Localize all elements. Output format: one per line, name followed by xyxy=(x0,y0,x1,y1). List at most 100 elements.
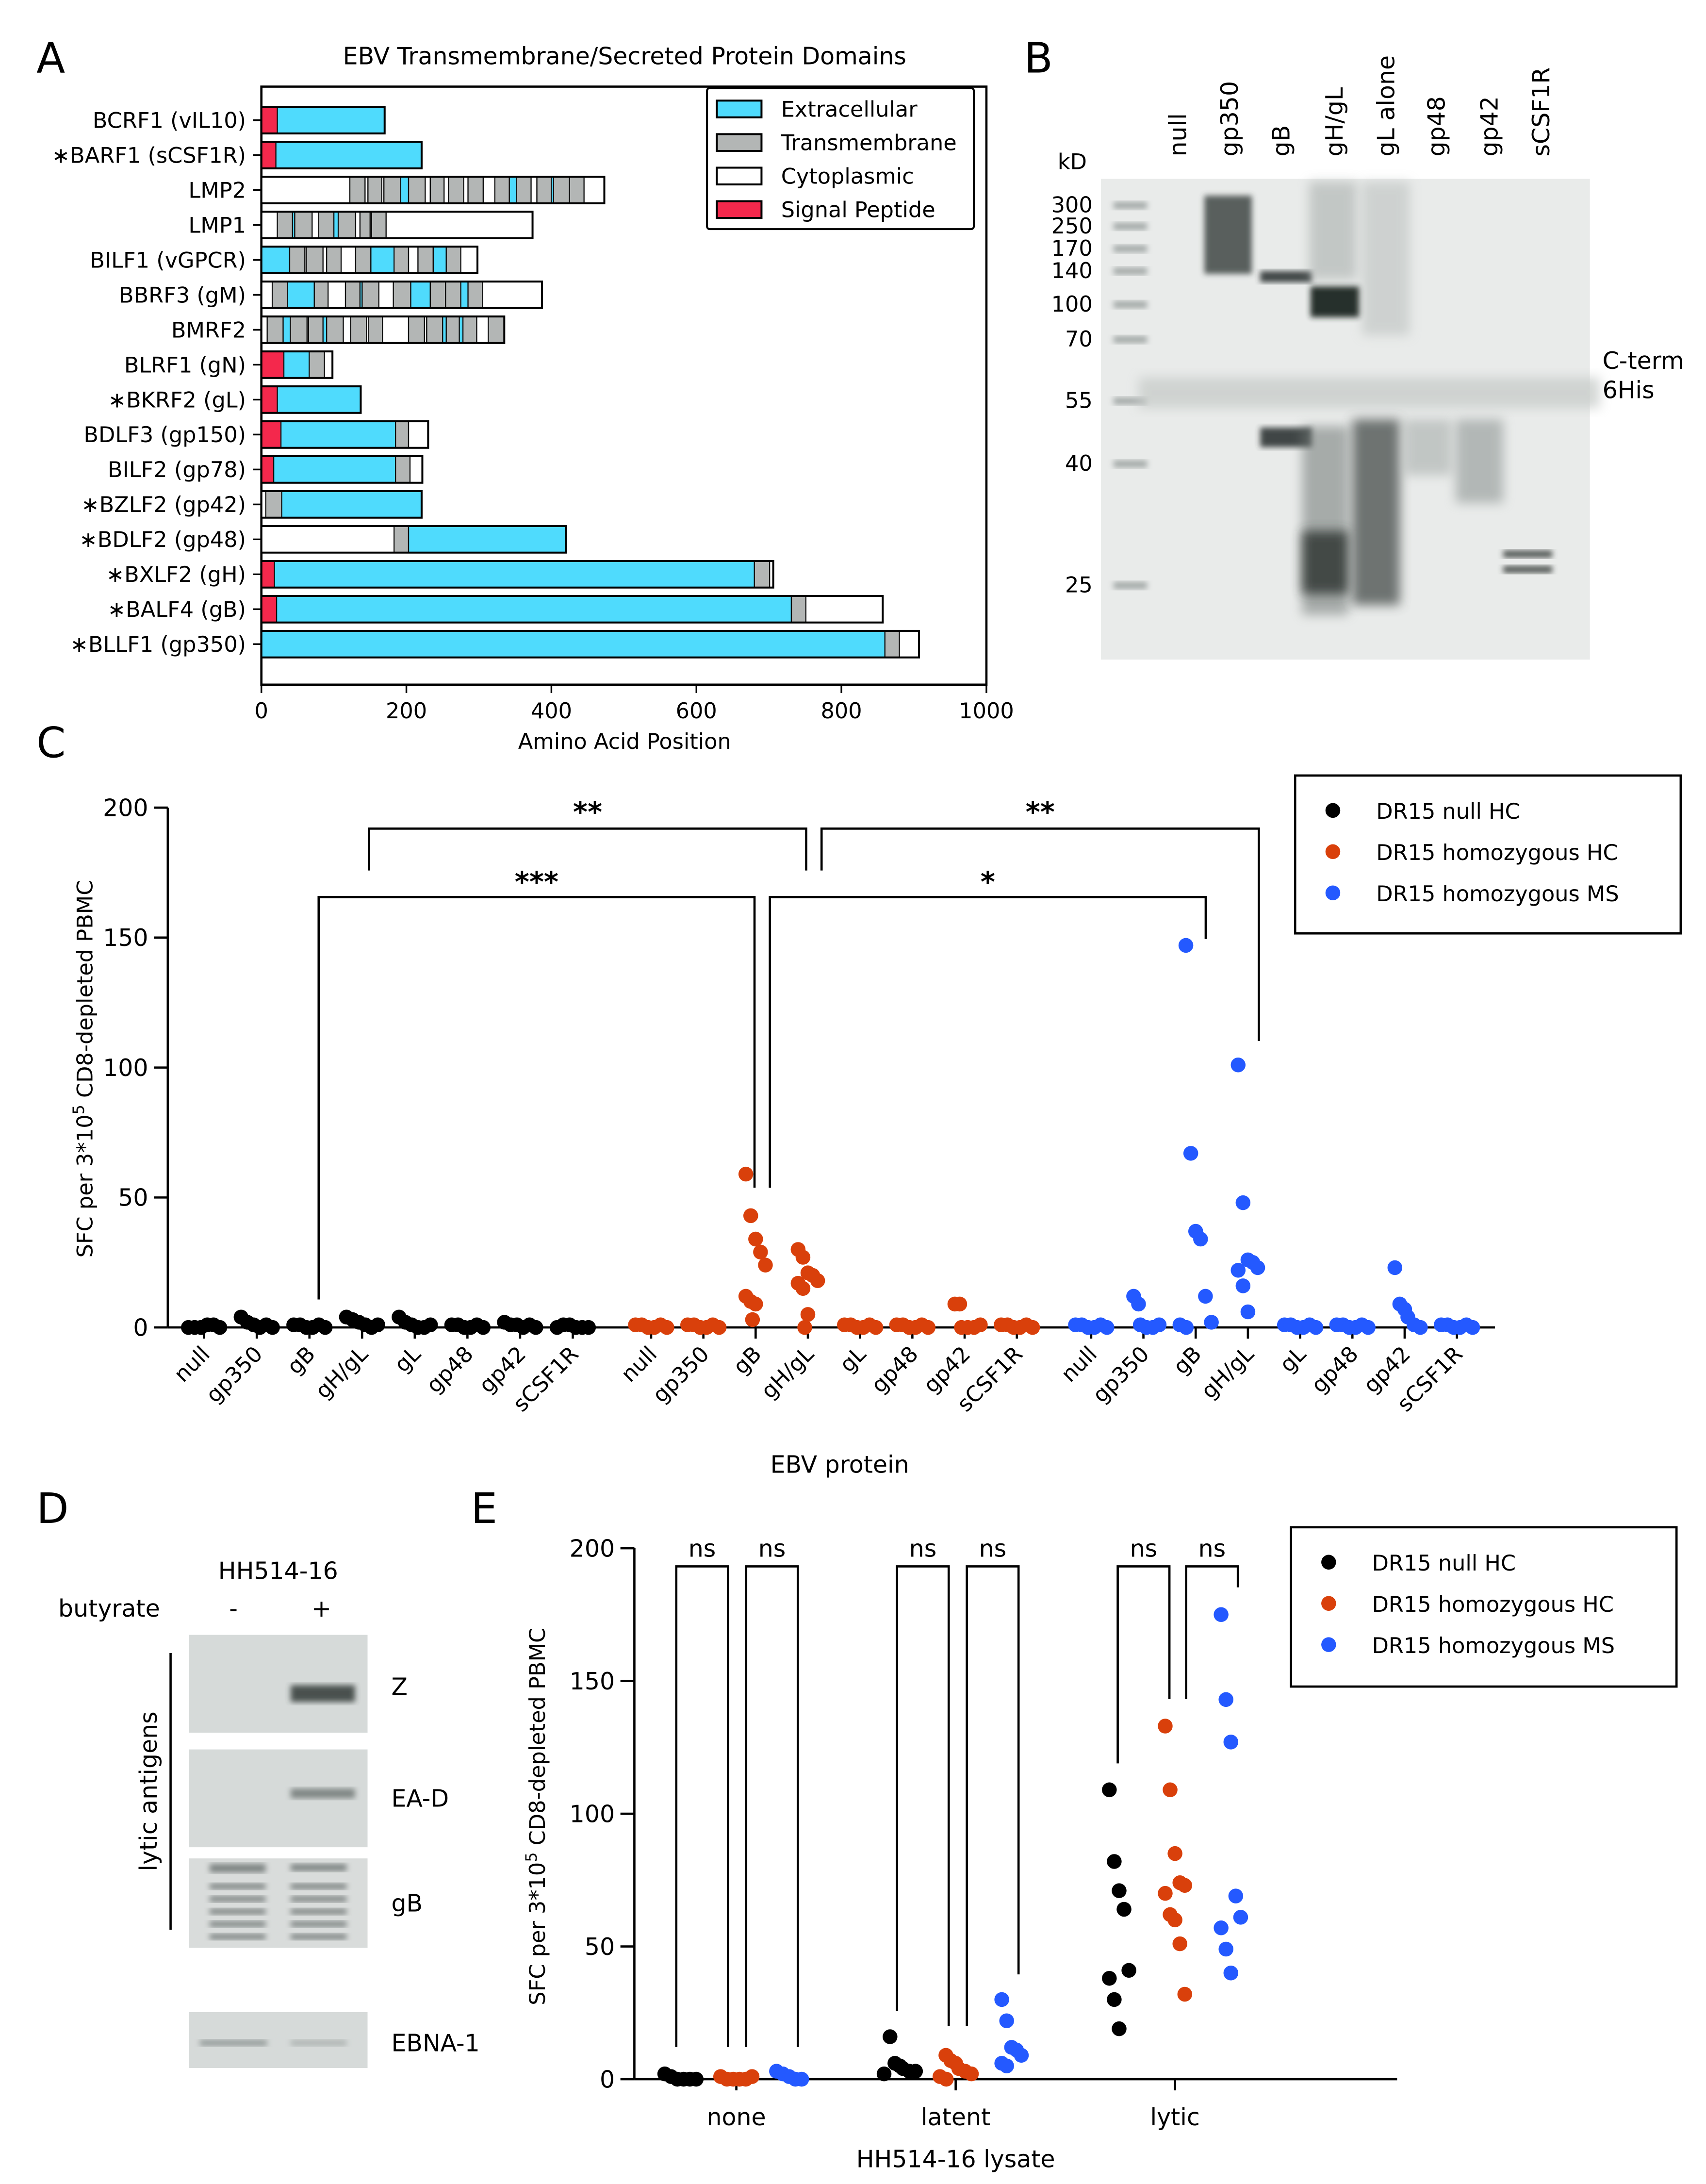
y-tick-label: 0 xyxy=(133,1314,148,1341)
axes: 0 50 100 150 200 none latent lytic xyxy=(570,1535,1397,2131)
legend-entries: Extracellular Transmembrane Cytoplasmic Sig… xyxy=(716,97,957,223)
protein-band xyxy=(291,1896,347,1902)
transmembrane-segment xyxy=(569,176,585,204)
protein-band xyxy=(1362,182,1410,335)
cytoplasmic-segment xyxy=(460,246,478,274)
significance-label: ** xyxy=(1026,796,1055,828)
data-point xyxy=(938,2071,954,2087)
data-point xyxy=(1102,1970,1117,1986)
x-axis-label: Amino Acid Position xyxy=(518,729,731,754)
kd-marker-label: 55 xyxy=(1065,388,1093,414)
transmembrane-segment xyxy=(294,211,313,239)
y-tick-label: 150 xyxy=(103,924,148,952)
data-point xyxy=(1361,1320,1376,1335)
transmembrane-segment xyxy=(367,176,382,204)
legend: DR15 null HC DR15 homozygous HC DR15 homoz… xyxy=(1290,1526,1678,1688)
x-tick-label: gp350 xyxy=(648,1341,714,1408)
protein-label: BILF1 (vGPCR) xyxy=(90,248,246,273)
protein-label: BCRF1 (vIL10) xyxy=(93,108,246,133)
y-label-main: SFC per 3*10 xyxy=(72,1114,98,1257)
protein-band xyxy=(210,1864,266,1872)
legend-marker xyxy=(1325,844,1341,860)
protein-row: ∗BALF4 (gB) xyxy=(108,595,884,624)
significance-label: ns xyxy=(758,1535,786,1562)
protein-bar-outline xyxy=(260,106,386,134)
blot-background xyxy=(188,1635,368,1733)
cytoplasmic-segment xyxy=(530,176,538,204)
chart-title: EBV Transmembrane/Secreted Protein Domai… xyxy=(343,42,906,70)
transmembrane-segment xyxy=(306,246,324,274)
legend-label: Extracellular xyxy=(781,97,918,122)
protein-band xyxy=(291,1864,347,1871)
transmembrane-swatch xyxy=(716,133,763,152)
data-point xyxy=(1178,938,1194,953)
x-tick-label: gB xyxy=(728,1341,766,1379)
transmembrane-segment xyxy=(326,315,344,344)
data-point xyxy=(1240,1304,1256,1320)
transmembrane-segment xyxy=(371,211,387,239)
data-point xyxy=(810,1273,825,1288)
data-points xyxy=(657,1607,1248,2087)
domain-bars: BCRF1 (vIL10) ∗BARF1 (sCSF1R) LMP2 LMP1 BILF… xyxy=(52,106,920,659)
transmembrane-segment xyxy=(467,176,484,204)
y-label-exponent: 5 xyxy=(70,1105,88,1114)
y-tick-label: 100 xyxy=(570,1800,615,1828)
significance-bracket xyxy=(896,1565,950,2026)
data-point xyxy=(1099,1320,1115,1335)
data-point xyxy=(370,1317,385,1333)
data-point xyxy=(1014,2048,1029,2063)
extracellular-segment xyxy=(261,246,291,274)
kd-marker-label: 25 xyxy=(1065,573,1093,598)
transmembrane-segment xyxy=(467,281,483,309)
significance-bracket xyxy=(1116,1565,1171,1764)
protein-band xyxy=(200,2040,267,2046)
legend-box xyxy=(1294,774,1682,935)
protein-band xyxy=(291,1934,347,1940)
significance-label: *** xyxy=(515,866,558,898)
data-point xyxy=(745,1312,760,1327)
transmembrane-segment xyxy=(408,176,426,204)
x-axis-label: HH514-16 lysate xyxy=(856,2145,1055,2173)
data-point xyxy=(1233,1910,1248,1925)
protein-label: ∗BARF1 (sCSF1R) xyxy=(52,143,246,168)
legend-marker xyxy=(1325,885,1341,900)
x-tick-label: gL xyxy=(1275,1341,1311,1377)
ladder-band xyxy=(1113,202,1148,209)
cytoplasmic-segment xyxy=(408,246,419,274)
data-point xyxy=(1218,1941,1233,1957)
protein-band xyxy=(1352,419,1400,605)
significance-bracket xyxy=(317,896,756,1300)
transmembrane-segment xyxy=(429,281,446,309)
transmembrane-segment xyxy=(394,420,410,448)
data-point xyxy=(317,1320,333,1335)
data-point xyxy=(743,1208,758,1224)
panel-label-e: E xyxy=(471,1485,498,1533)
transmembrane-segment xyxy=(445,281,461,309)
protein-label: BBRF3 (gM) xyxy=(119,282,246,308)
data-point xyxy=(920,1320,936,1335)
y-tick-label: 200 xyxy=(103,794,148,822)
x-tick-label: gB xyxy=(1168,1341,1206,1379)
extracellular-segment xyxy=(282,315,291,344)
protein-row: BMRF2 xyxy=(171,315,506,344)
transmembrane-segment xyxy=(271,281,288,309)
data-point xyxy=(1158,1886,1173,1901)
protein-label: LMP1 xyxy=(188,213,246,238)
data-point xyxy=(973,1317,988,1333)
transmembrane-segment xyxy=(326,246,342,274)
ladder-band xyxy=(1113,245,1148,252)
transmembrane-segment xyxy=(350,315,367,344)
protein-band xyxy=(291,1883,347,1889)
legend-label: DR15 null HC xyxy=(1376,799,1520,824)
condition-plus: + xyxy=(312,1595,331,1622)
data-point xyxy=(999,2013,1014,2028)
transmembrane-segment xyxy=(308,315,324,344)
ladder-band xyxy=(1113,582,1148,589)
transmembrane-segment xyxy=(429,176,445,204)
significance-label: ns xyxy=(1130,1535,1158,1562)
legend-label: DR15 homozygous MS xyxy=(1372,1633,1615,1658)
data-point xyxy=(1250,1260,1265,1275)
data-point xyxy=(952,1296,968,1312)
kd-marker-label: 140 xyxy=(1051,258,1093,283)
lane-label: gH/gL xyxy=(1321,87,1348,157)
